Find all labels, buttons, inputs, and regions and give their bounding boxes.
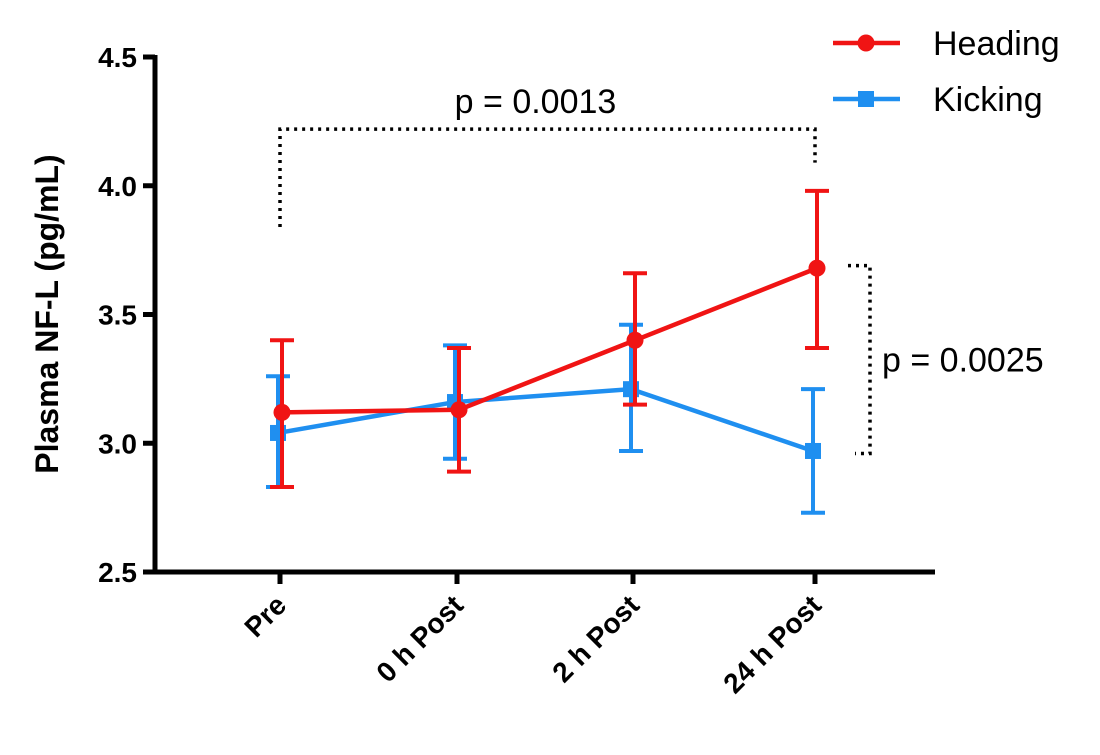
series xyxy=(266,188,829,515)
legend-item-heading: Heading xyxy=(833,25,1060,63)
heading-line xyxy=(281,266,818,415)
x-tick-label: 24 h Post xyxy=(717,589,827,699)
series-heading xyxy=(270,188,829,490)
legend: Heading Kicking xyxy=(833,25,1060,119)
x-tick-label: Pre xyxy=(238,589,292,643)
heading-point xyxy=(808,259,826,277)
significance-bracket-top xyxy=(278,127,817,227)
heading-point xyxy=(626,331,644,349)
x-tick-label: 0 h Post xyxy=(370,589,469,688)
heading-point xyxy=(273,403,291,421)
y-axis-title: Plasma NF-L (pg/mL) xyxy=(29,154,65,473)
y-tick-label: 4.0 xyxy=(98,171,137,202)
legend-marker-heading xyxy=(857,34,875,52)
legend-label-kicking: Kicking xyxy=(933,81,1043,119)
kicking-point xyxy=(805,442,821,459)
y-tick-label: 3.5 xyxy=(98,300,137,331)
axes: 2.5 3.0 3.5 4.0 4.5 Pre 0 h Post 2 h Post 24 h P… xyxy=(98,42,935,699)
p-value-label-right: p = 0.0025 xyxy=(882,342,1044,380)
x-tick-label: 2 h Post xyxy=(546,589,645,688)
heading-point xyxy=(450,401,468,419)
legend-label-heading: Heading xyxy=(933,25,1060,63)
kicking-line xyxy=(277,386,814,454)
legend-marker-kicking xyxy=(858,91,874,107)
y-tick-label: 2.5 xyxy=(98,557,137,588)
series-kicking xyxy=(266,322,825,515)
y-tick-label: 3.0 xyxy=(98,428,137,459)
significance-bracket-right xyxy=(848,263,872,456)
p-value-label-top: p = 0.0013 xyxy=(455,83,617,121)
annotations: p = 0.0013 p = 0.0025 xyxy=(278,83,1044,456)
legend-item-kicking: Kicking xyxy=(833,81,1043,119)
y-tick-label: 4.5 xyxy=(98,42,137,73)
